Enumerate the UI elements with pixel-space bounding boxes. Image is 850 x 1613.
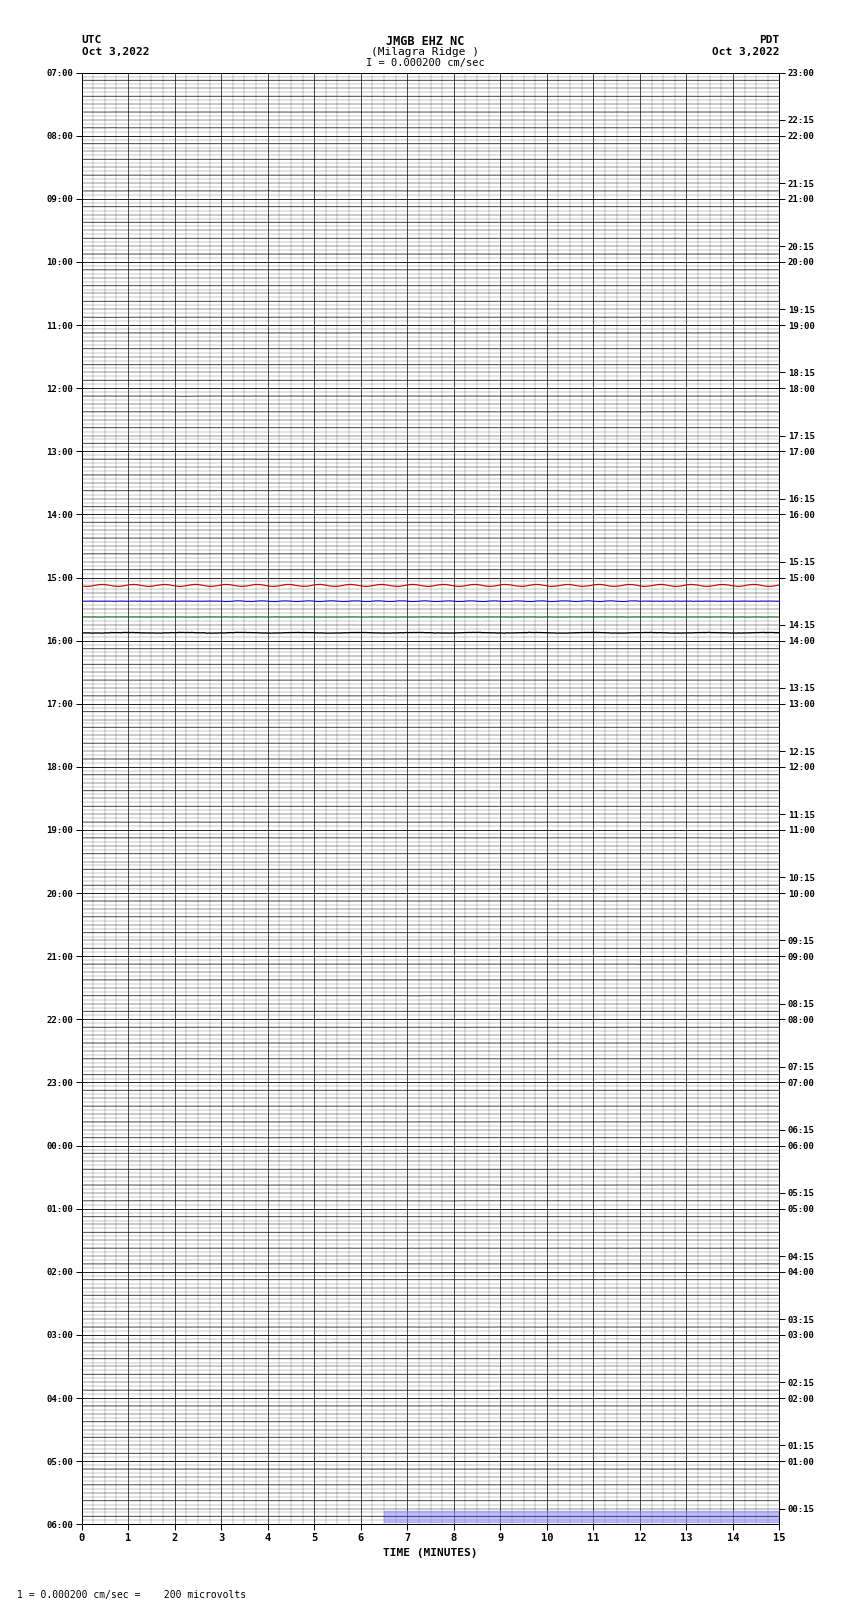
Text: PDT: PDT: [759, 35, 779, 45]
Text: (Milagra Ridge ): (Milagra Ridge ): [371, 47, 479, 56]
Text: Oct 3,2022: Oct 3,2022: [712, 47, 779, 56]
Text: UTC: UTC: [82, 35, 102, 45]
Text: I = 0.000200 cm/sec: I = 0.000200 cm/sec: [366, 58, 484, 68]
Text: Oct 3,2022: Oct 3,2022: [82, 47, 149, 56]
Text: JMGB EHZ NC: JMGB EHZ NC: [386, 35, 464, 48]
Text: 1 = 0.000200 cm/sec =    200 microvolts: 1 = 0.000200 cm/sec = 200 microvolts: [17, 1590, 246, 1600]
X-axis label: TIME (MINUTES): TIME (MINUTES): [383, 1548, 478, 1558]
